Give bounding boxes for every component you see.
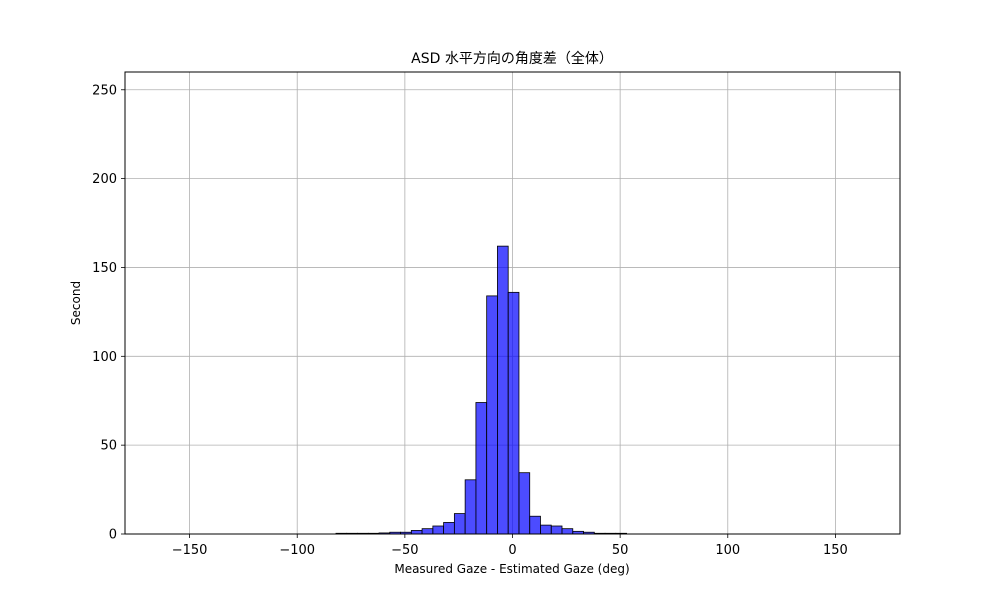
histogram-bar bbox=[410, 530, 423, 535]
histogram-bar bbox=[464, 479, 477, 535]
histogram-bar bbox=[540, 524, 552, 535]
histogram-bar bbox=[518, 472, 531, 535]
histogram-bar bbox=[497, 245, 509, 535]
x-tick-label: −100 bbox=[279, 543, 315, 558]
y-tick-label: 0 bbox=[109, 528, 117, 543]
histogram-bar bbox=[432, 525, 445, 535]
y-tick-label: 100 bbox=[92, 350, 117, 365]
x-tick-label: −150 bbox=[172, 543, 208, 558]
y-tick-label: 50 bbox=[100, 439, 117, 454]
x-tick-label: 150 bbox=[823, 543, 848, 558]
histogram-bar bbox=[561, 528, 574, 535]
x-tick-label: 100 bbox=[715, 543, 740, 558]
histogram-bar bbox=[507, 291, 520, 535]
histogram-bar bbox=[529, 515, 541, 535]
histogram-bar bbox=[486, 295, 498, 535]
histogram-bar bbox=[550, 525, 563, 535]
x-tick-label: 0 bbox=[508, 543, 516, 558]
axis-ticks: −150 −100 −50 0 50 100 150 0 50 100 150 200 250 bbox=[92, 83, 848, 558]
x-tick-label: −50 bbox=[391, 543, 418, 558]
y-tick-label: 150 bbox=[92, 261, 117, 276]
histogram-bar bbox=[453, 513, 466, 535]
chart-title: ASD 水平方向の角度差（全体） bbox=[411, 50, 613, 67]
histogram-bar bbox=[475, 402, 488, 535]
y-axis-label: Second bbox=[69, 281, 83, 325]
histogram-bar bbox=[443, 522, 455, 535]
x-tick-label: 50 bbox=[612, 543, 629, 558]
y-tick-label: 250 bbox=[92, 83, 117, 98]
x-axis-label: Measured Gaze - Estimated Gaze (deg) bbox=[394, 562, 629, 576]
y-tick-label: 200 bbox=[92, 172, 117, 187]
histogram-bar bbox=[421, 528, 434, 535]
